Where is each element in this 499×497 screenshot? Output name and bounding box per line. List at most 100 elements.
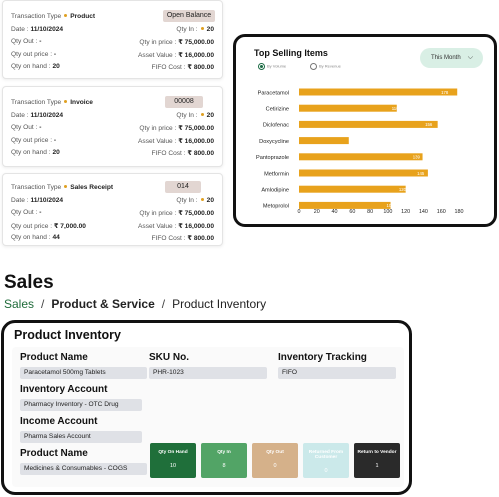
txn-asset-value-value: ₹ 16,000.00: [178, 52, 214, 59]
sku-field[interactable]: PHR-1023: [149, 367, 267, 379]
bar: [299, 201, 391, 209]
txn-fifo-cost-value: ₹ 800.00: [187, 64, 214, 71]
txn-qty-out-price-value: -: [53, 51, 57, 58]
txn-asset-value-value: ₹ 16,000.00: [178, 223, 214, 230]
stat-returned-from-customer[interactable]: Returned From Customer 0: [303, 443, 349, 478]
txn-qty-out-label: Qty Out :: [11, 38, 38, 45]
inventory-account-label: Inventory Account: [20, 384, 108, 395]
stat-value: 10: [169, 463, 177, 469]
transaction-card[interactable]: Transaction Type Product Open Balance Date …: [2, 0, 223, 79]
product-name-label: Product Name: [20, 352, 88, 363]
data-label: 103: [386, 203, 394, 208]
txn-fifo-cost: FIFO Cost : ₹ 800.00: [151, 149, 214, 157]
product-inventory-card: Product Inventory Product Name Paracetam…: [1, 320, 412, 495]
txn-qty-in-price: Qty in price : ₹ 75,000.00: [139, 209, 214, 217]
txn-asset-value: Asset Value : ₹ 16,000.00: [138, 51, 214, 59]
txn-qty-in-price: Qty in price : ₹ 75,000.00: [139, 124, 214, 132]
breadcrumb-separator: /: [41, 297, 45, 311]
data-label: 139: [413, 155, 421, 160]
x-tick-label: 100: [383, 209, 392, 215]
x-tick-label: 40: [332, 209, 338, 215]
inventory-tracking-field[interactable]: FIFO: [278, 367, 396, 379]
txn-qty-out-price-label: Qty out price :: [11, 137, 53, 144]
chevron-down-icon: ⌵: [467, 54, 473, 61]
stat-return-to-vendor[interactable]: Return to Vendor 1: [354, 443, 400, 478]
product-name-field[interactable]: Paracetamol 500mg Tablets: [20, 367, 147, 379]
txn-type-value: Product: [70, 13, 96, 20]
x-tick-label: 80: [367, 209, 373, 215]
income-account-label: Income Account: [20, 416, 98, 427]
txn-asset-value: Asset Value : ₹ 16,000.00: [138, 137, 214, 145]
period-dropdown[interactable]: This Month ⌵: [420, 48, 483, 68]
bar-chart: Paracetamol 178 Cetirizine 110 Diclofenac 156…: [256, 88, 464, 215]
breadcrumb-product-service[interactable]: Product & Service: [51, 297, 155, 311]
radio-empty-icon: [310, 63, 317, 70]
category-label: Doxycycline: [259, 139, 289, 145]
txn-date-label: Date :: [11, 112, 29, 119]
txn-qty-out-price: Qty out price : -: [11, 51, 56, 58]
txn-qty-out-label: Qty Out :: [11, 124, 38, 131]
top-selling-card: Top Selling Items By Volume By Revenue T…: [233, 34, 497, 227]
breadcrumb-separator: /: [161, 297, 166, 311]
transaction-card[interactable]: Transaction Type Invoice 00008 Date : 11/10…: [2, 86, 223, 167]
bar: [299, 120, 438, 128]
stat-qty-in[interactable]: Qty In 8: [201, 443, 247, 478]
data-label: 145: [417, 171, 425, 176]
txn-qty-in-label: Qty In :: [176, 26, 198, 33]
txn-date-value: 11/10/2024: [30, 26, 64, 33]
breadcrumb-sales[interactable]: Sales: [4, 297, 35, 311]
income-account-field[interactable]: Pharma Sales Account: [20, 431, 142, 443]
txn-asset-value-value: ₹ 16,000.00: [178, 138, 214, 145]
txn-qty-on-hand-value: 20: [52, 149, 60, 156]
txn-qty-on-hand-label: Qty on hand :: [11, 149, 51, 156]
txn-date: Date : 11/10/2024: [11, 197, 63, 204]
txn-asset-value-label: Asset Value :: [138, 52, 177, 59]
txn-badge: 00008: [165, 96, 203, 108]
data-label: 156: [425, 122, 433, 127]
breadcrumb-current: Product Inventory: [172, 297, 267, 311]
txn-fifo-cost: FIFO Cost : ₹ 800.00: [151, 234, 214, 242]
txn-qty-on-hand: Qty on hand : 20: [11, 149, 60, 156]
txn-qty-on-hand-value: 44: [52, 234, 60, 241]
inventory-account-field[interactable]: Pharmacy Inventory - OTC Drug: [20, 399, 142, 411]
txn-type-value: Invoice: [70, 99, 93, 106]
stat-value: 0: [324, 468, 328, 474]
txn-qty-in-price-value: ₹ 75,000.00: [178, 210, 214, 217]
txn-badge: 014: [165, 181, 201, 193]
txn-qty-on-hand-label: Qty on hand :: [11, 63, 51, 70]
bar: [299, 169, 428, 177]
data-label: 120: [399, 187, 407, 192]
stat-label: Return to Vendor: [357, 450, 397, 455]
stat-qty-out[interactable]: Qty Out 0: [252, 443, 298, 478]
x-tick-label: 180: [455, 209, 464, 215]
category-label: Metoprolol: [263, 204, 289, 210]
txn-date: Date : 11/10/2024: [11, 112, 63, 119]
category-label: Metformin: [264, 171, 289, 177]
txn-qty-in-price-label: Qty in price :: [139, 39, 177, 46]
category-label: Paracetamol: [258, 90, 289, 96]
txn-fifo-cost-label: FIFO Cost :: [151, 235, 186, 242]
cogs-account-field[interactable]: Medicines & Consumables - COGS: [20, 463, 147, 475]
txn-qty-out-value: -: [39, 124, 42, 131]
txn-type-label: Transaction Type: [11, 184, 62, 191]
product-name-label: Product Name: [20, 448, 88, 459]
txn-qty-in-price-label: Qty in price :: [139, 125, 177, 132]
txn-date-label: Date :: [11, 197, 29, 204]
radio-by-volume[interactable]: By Volume: [258, 63, 286, 70]
stat-value: 1: [375, 463, 379, 469]
radio-by-revenue[interactable]: By Revenue: [310, 63, 341, 70]
stat-value: 8: [222, 463, 226, 469]
x-tick-label: 120: [401, 209, 410, 215]
product-details-panel: Product Name Paracetamol 500mg Tablets S…: [12, 347, 404, 487]
txn-qty-in-price: Qty in price : ₹ 75,000.00: [139, 38, 214, 46]
txn-type: Transaction Type Product: [11, 13, 95, 20]
bar: [299, 88, 458, 96]
txn-qty-in-price-value: ₹ 75,000.00: [178, 39, 214, 46]
txn-fifo-cost-label: FIFO Cost :: [151, 150, 186, 157]
txn-qty-out-price-label: Qty out price :: [11, 223, 53, 230]
stat-qty-on-hand[interactable]: Qty On Hand 10: [150, 443, 196, 478]
transaction-card[interactable]: Transaction Type Sales Receipt 014 Date : 1…: [2, 173, 223, 246]
txn-qty-in-price-label: Qty in price :: [139, 210, 177, 217]
radio-selected-icon: [258, 63, 265, 70]
txn-qty-in-value: 20: [206, 112, 214, 119]
